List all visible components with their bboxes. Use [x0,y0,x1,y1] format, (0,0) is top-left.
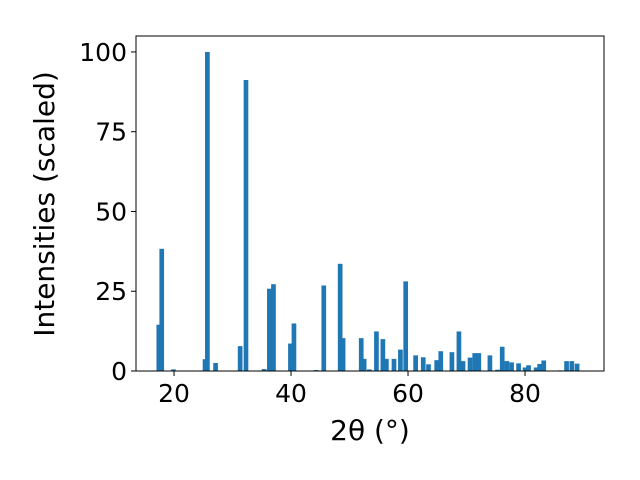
bar [340,338,346,371]
bar [434,360,440,371]
x-tick-label: 80 [509,379,541,408]
x-axis-ticks: 20 40 60 80 [158,371,541,408]
y-tick-label: 0 [111,357,127,386]
bar [533,367,539,371]
bar [420,357,426,371]
x-tick-label: 20 [158,379,190,408]
bar [426,364,431,371]
bar [271,284,276,371]
bar [541,360,547,371]
bar [380,339,386,371]
bar [374,331,379,371]
bar [288,343,293,371]
bar [456,331,462,371]
bar [516,363,521,371]
bar [413,355,418,371]
bar [243,80,249,371]
bar [460,361,466,371]
bar [472,353,478,371]
bar [213,363,218,371]
bar [205,51,210,371]
bar [438,351,444,371]
bar [171,369,176,371]
bars-group [156,51,580,371]
bar [522,367,528,371]
x-tick-label: 40 [275,379,307,408]
bar [564,361,569,371]
y-axis-label: Intensities (scaled) [28,71,61,337]
bar [403,281,409,371]
bar [449,352,455,371]
y-tick-label: 50 [95,197,127,226]
y-tick-label: 100 [79,38,127,67]
bar [291,323,297,371]
bar [398,349,403,371]
bar [159,248,165,371]
bar [384,358,389,371]
bar [504,361,510,371]
bar [337,263,343,371]
x-axis-label: 2θ (°) [330,414,410,447]
y-tick-label: 75 [95,118,127,147]
x-tick-label: 60 [392,379,424,408]
bar [358,338,364,371]
bar [495,369,500,371]
bar [537,363,542,371]
bar [574,363,580,371]
bar [467,357,473,371]
bar [487,355,493,371]
bar [237,346,243,371]
plot-frame [135,35,605,372]
bar [361,358,367,371]
y-axis-ticks: 0 25 50 75 100 [79,38,136,386]
bar [499,346,505,371]
bar [261,369,267,371]
bar [156,324,162,371]
bar [526,365,531,371]
bar [321,285,327,371]
bar [569,361,575,371]
bar [367,369,372,371]
bar [267,288,272,371]
y-tick-label: 25 [95,277,127,306]
bar [476,353,482,371]
bar [391,358,397,371]
bar [509,362,514,371]
